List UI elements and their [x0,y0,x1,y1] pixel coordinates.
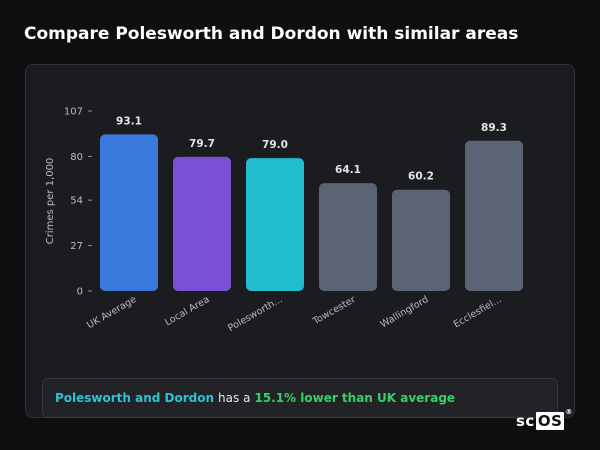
x-tick-label-5: Ecclesfiel... [452,294,504,330]
y-tick-label-2: 54 [70,196,83,207]
x-tick-label-4: Wallingford [379,294,431,330]
summary-connector: has a [218,391,251,405]
bar-value-label-4: 60.2 [408,171,434,183]
bar-3 [319,183,377,291]
y-tick-label-4: 107 [64,107,83,118]
summary-banner: Polesworth and Dordon has a 15.1% lower … [42,378,558,418]
x-tick-label-0: UK Average [85,294,138,331]
bar-value-label-2: 79.0 [262,139,288,151]
bar-5 [465,140,523,291]
y-axis-label: Crimes per 1,000 [45,158,56,245]
x-tick-label-2: Polesworth... [226,294,284,334]
x-tick-label-1: Local Area [163,294,211,328]
chart-card: Crimes per 1,000 0 27 54 80 107 93.1 UK Average… [25,64,575,418]
page-title: Compare Polesworth and Dordon with simil… [24,24,519,44]
bar-2 [246,158,304,291]
bar-value-label-0: 93.1 [116,115,142,127]
bar-4 [392,189,450,291]
summary-difference: 15.1% lower than UK average [254,391,456,405]
y-tick-label-3: 80 [70,152,83,163]
x-tick-label-3: Towcester [310,294,357,328]
bar-1 [173,156,231,291]
brand-prefix: sc [516,412,535,430]
bar-value-label-5: 89.3 [481,122,507,134]
bar-chart: Crimes per 1,000 0 27 54 80 107 93.1 UK Average… [45,107,523,334]
bar-value-label-3: 64.1 [335,164,361,176]
y-tick-label-0: 0 [77,287,83,298]
y-tick-label-1: 27 [70,241,83,252]
brand-registered-mark: ® [565,408,573,416]
brand-logo: sc OS ® [516,408,573,430]
bar-value-label-1: 79.7 [189,138,215,150]
brand-boxed: OS [535,412,565,430]
bar-0 [100,134,158,291]
summary-area-name: Polesworth and Dordon [55,391,215,405]
